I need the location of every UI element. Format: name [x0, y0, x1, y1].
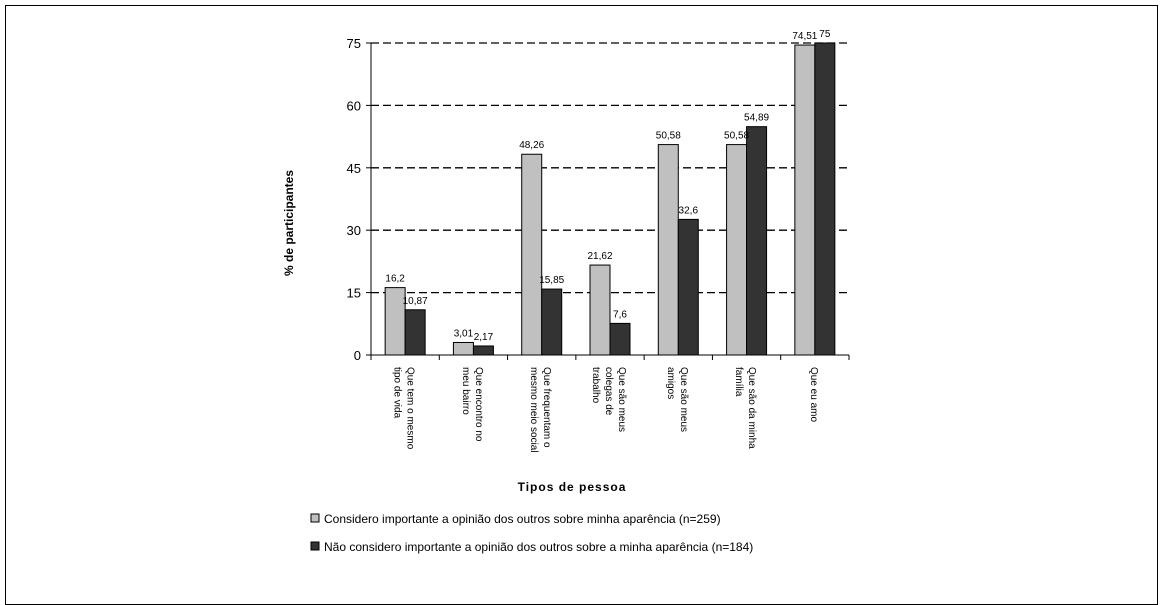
bar: [472, 345, 494, 356]
y-tick-label: 45: [347, 161, 361, 176]
y-tick-label: 30: [347, 223, 361, 238]
category-label-line: Que são da minha: [746, 367, 757, 449]
axes: [366, 42, 850, 360]
data-label: 10,87: [403, 296, 428, 307]
category-label-line: Que tem o mesmo: [405, 367, 416, 450]
y-tick-labels: 0 15 30 45 60 75: [347, 36, 361, 363]
data-labels: 16,2 3,01 48,26 21,62 50,58 50,58 74,51 10,87 2,…: [385, 29, 830, 343]
y-tick-label: 0: [354, 348, 361, 363]
category-label-line: Que encontro no: [473, 367, 484, 442]
category-label-line: tipo de vida: [392, 367, 403, 419]
bar: [794, 44, 816, 356]
bar: [814, 42, 836, 356]
category-label-line: Que eu amo: [808, 367, 819, 422]
category-label: Que eu amo: [808, 367, 819, 422]
data-label: 3,01: [454, 328, 474, 339]
bar: [521, 153, 543, 356]
y-axis-title: % de participantes: [282, 170, 296, 276]
legend-swatch: [310, 541, 320, 551]
bar: [726, 144, 748, 356]
data-label: 15,85: [539, 275, 564, 286]
category-label-line: família: [733, 367, 744, 397]
bar: [404, 309, 426, 356]
data-label: 2,17: [474, 332, 494, 343]
data-label: 7,6: [613, 309, 627, 320]
data-label: 48,26: [519, 140, 544, 151]
data-label: 16,2: [385, 274, 405, 285]
x-axis-title: Tipos de pessoa: [518, 480, 627, 494]
legend-entry: Considero importante a opinião dos outro…: [324, 512, 721, 526]
category-label-line: mesmo meio social: [528, 367, 539, 453]
bars: [384, 42, 836, 356]
data-label: 54,89: [744, 113, 769, 124]
bar: [677, 218, 699, 356]
legend-entry: Não considero importante a opinião dos o…: [324, 540, 753, 554]
data-label: 74,51: [792, 31, 817, 42]
category-label-line: Que são meus: [678, 367, 689, 432]
y-tick-label: 75: [347, 36, 361, 51]
bar: [541, 288, 563, 356]
category-label-line: Que são meus: [616, 367, 627, 432]
gridlines: [371, 42, 849, 294]
category-label-line: Que frequentam o: [541, 367, 552, 448]
data-label: 75: [819, 29, 831, 40]
legend: Considero importante a opinião dos outro…: [310, 512, 753, 554]
category-label-line: amigos: [665, 367, 676, 399]
bar: [452, 341, 474, 356]
category-label-line: meu bairro: [460, 367, 471, 415]
bar: [657, 144, 679, 356]
data-label: 50,58: [724, 131, 749, 142]
bar: [609, 322, 631, 356]
legend-swatch: [310, 513, 320, 523]
bar: [746, 126, 768, 356]
data-label: 32,6: [679, 205, 699, 216]
data-label: 21,62: [587, 251, 612, 262]
category-label-line: trabalho: [590, 367, 601, 404]
data-label: 50,58: [656, 131, 681, 142]
bar-chart: 0 15 30 45 60 75 16,2 3,01 48,26 21,62 50,58 50,58…: [282, 29, 850, 554]
bar: [589, 264, 611, 356]
category-label-line: colegas de: [603, 367, 614, 416]
y-tick-label: 60: [347, 98, 361, 113]
y-tick-label: 15: [347, 286, 361, 301]
